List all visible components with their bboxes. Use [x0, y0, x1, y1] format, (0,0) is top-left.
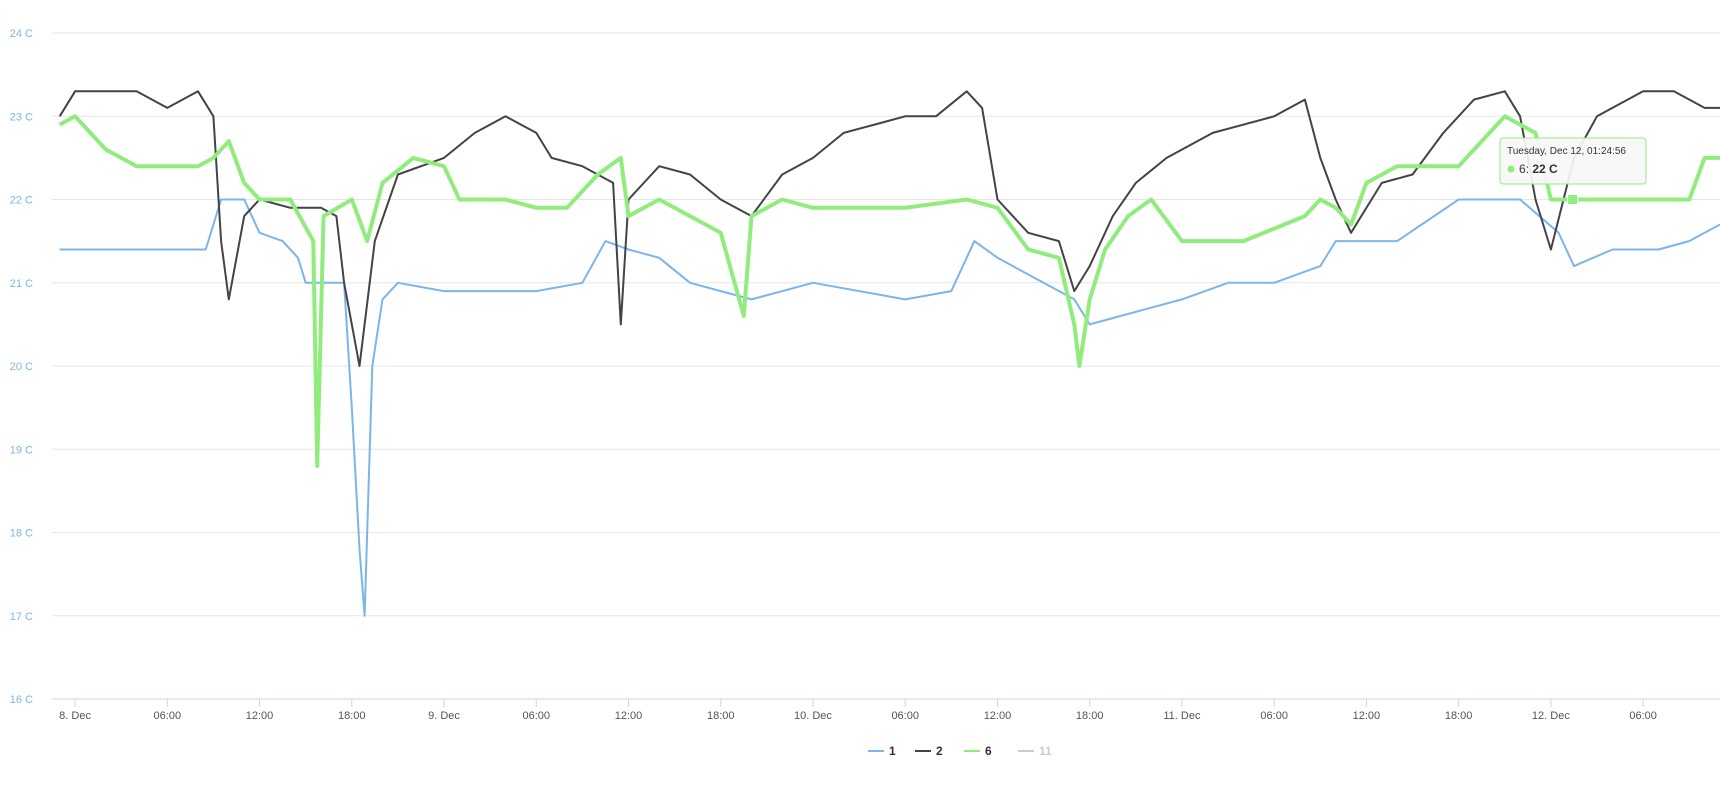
tooltip-body: 6: 22 C — [1519, 162, 1558, 176]
tooltip: Tuesday, Dec 12, 01:24:56 6: 22 C — [1499, 137, 1647, 205]
legend-label: 11 — [1039, 744, 1052, 758]
x-tick-label: 18:00 — [338, 710, 366, 722]
y-tick-label: 19 C — [10, 444, 33, 456]
x-tick-label: 8. Dec — [59, 710, 91, 722]
x-tick-label: 10. Dec — [794, 710, 832, 722]
x-tick-label: 18:00 — [1445, 710, 1473, 722]
x-tick-label: 12:00 — [1353, 710, 1381, 722]
x-axis: 8. Dec 06:00 12:00 18:00 9. Dec 06:00 12:00 18:… — [59, 699, 1657, 722]
x-tick-label: 06:00 — [891, 710, 919, 722]
tooltip-point-marker — [1567, 194, 1579, 205]
series-line-1 — [59, 198, 1720, 617]
legend-item-11[interactable]: 11 — [1018, 744, 1052, 758]
y-tick-label: 24 C — [10, 28, 33, 40]
x-tick-label: 12:00 — [984, 710, 1012, 722]
y-tick-label: 16 C — [10, 694, 33, 706]
grid-layer — [52, 32, 1720, 700]
series-line-2 — [58, 90, 1720, 367]
y-tick-label: 23 C — [10, 111, 33, 123]
x-tick-label: 06:00 — [522, 710, 550, 722]
legend-label: 6 — [985, 744, 992, 758]
legend-label: 2 — [936, 744, 943, 758]
series-layer — [58, 90, 1720, 617]
x-tick-label: 18:00 — [1076, 710, 1104, 722]
tooltip-box — [1499, 137, 1647, 185]
x-tick-label: 06:00 — [154, 710, 182, 722]
y-tick-label: 18 C — [10, 528, 33, 540]
x-tick-label: 06:00 — [1629, 710, 1657, 722]
legend-item-2[interactable]: 2 — [915, 744, 943, 758]
legend-item-6[interactable]: 6 — [964, 744, 992, 758]
tooltip-series-dot — [1507, 165, 1515, 173]
y-tick-label: 22 C — [10, 195, 33, 207]
x-tick-label: 06:00 — [1260, 710, 1288, 722]
x-tick-label: 12:00 — [246, 710, 274, 722]
x-tick-label: 18:00 — [707, 710, 735, 722]
x-tick-label: 12. Dec — [1532, 710, 1570, 722]
series-line-6 — [58, 114, 1720, 468]
legend-item-1[interactable]: 1 — [868, 744, 896, 758]
tooltip-header: Tuesday, Dec 12, 01:24:56 — [1507, 146, 1626, 157]
y-tick-label: 21 C — [10, 278, 33, 290]
legend: 1 2 6 11 — [868, 744, 1052, 758]
x-tick-label: 12:00 — [615, 710, 643, 722]
x-tick-label: 11. Dec — [1163, 710, 1201, 722]
legend-label: 1 — [889, 744, 896, 758]
y-tick-label: 20 C — [10, 361, 33, 373]
y-axis: 24 C 23 C 22 C 21 C 20 C 19 C 18 C 17 C 16 C — [10, 28, 33, 706]
y-tick-label: 17 C — [10, 611, 33, 623]
x-tick-label: 9. Dec — [428, 710, 460, 722]
